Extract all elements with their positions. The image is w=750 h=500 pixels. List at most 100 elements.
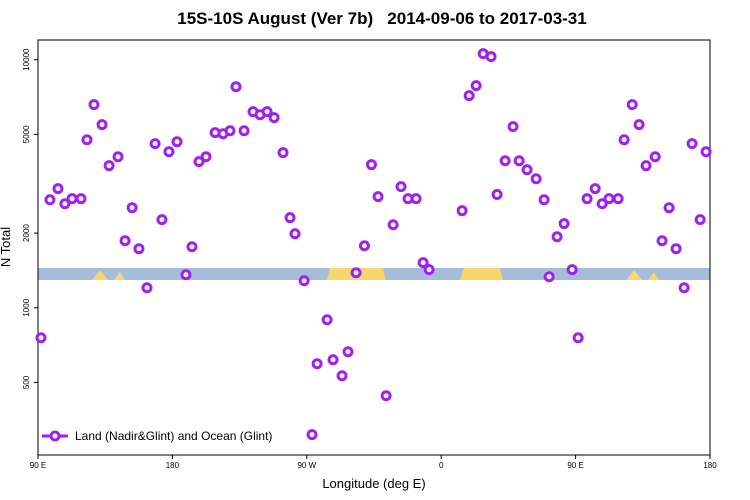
point <box>507 121 519 133</box>
y-tick-label: 10000 <box>22 48 31 71</box>
point <box>618 134 630 146</box>
plot-frame <box>37 39 711 456</box>
point <box>75 193 87 205</box>
point <box>538 194 550 206</box>
point <box>180 269 192 281</box>
point <box>485 51 497 63</box>
point <box>66 193 78 205</box>
point <box>612 193 624 205</box>
point <box>261 106 273 118</box>
point <box>200 151 212 163</box>
legend-marker <box>49 430 61 442</box>
point <box>96 119 108 131</box>
y-tick-label: 1000 <box>22 298 31 316</box>
point <box>380 390 392 402</box>
point <box>372 191 384 203</box>
y-tick-label: 5000 <box>22 125 31 143</box>
point <box>626 99 638 111</box>
point <box>186 241 198 253</box>
x-tick-label: 0 <box>439 461 444 470</box>
point <box>342 346 354 358</box>
point <box>119 235 131 247</box>
point <box>694 214 706 226</box>
point <box>224 125 236 137</box>
point <box>306 429 318 441</box>
point <box>521 164 533 176</box>
point <box>230 81 242 93</box>
point <box>456 205 468 217</box>
point <box>686 138 698 150</box>
point <box>423 264 435 276</box>
point <box>88 99 100 111</box>
point <box>530 173 542 185</box>
point <box>410 193 422 205</box>
point <box>59 198 71 210</box>
point <box>387 219 399 231</box>
point <box>35 332 47 344</box>
point <box>171 136 183 148</box>
point <box>633 119 645 131</box>
x-tick-label: 90 W <box>297 461 316 470</box>
point <box>417 257 429 269</box>
surface-band <box>38 268 710 280</box>
point <box>277 147 289 159</box>
point <box>640 160 652 172</box>
point <box>656 235 668 247</box>
x-tick-label: 180 <box>166 461 180 470</box>
point <box>365 159 377 171</box>
point <box>603 193 615 205</box>
point <box>649 151 661 163</box>
point <box>596 198 608 210</box>
land-band <box>92 270 108 280</box>
x-axis-label: Longitude (deg E) <box>322 476 425 491</box>
legend: Land (Nadir&Glint) and Ocean (Glint) <box>42 429 272 443</box>
point <box>268 112 280 124</box>
point <box>193 156 205 168</box>
point <box>298 275 310 287</box>
land-band <box>114 272 125 280</box>
point <box>350 267 362 279</box>
point <box>163 146 175 158</box>
point <box>289 228 301 240</box>
point <box>558 218 570 230</box>
point <box>543 271 555 283</box>
point <box>358 240 370 252</box>
point <box>663 202 675 214</box>
point <box>395 181 407 193</box>
x-tick-label: 180 <box>703 461 717 470</box>
point <box>513 155 525 167</box>
point <box>284 212 296 224</box>
point <box>581 193 593 205</box>
point <box>133 243 145 255</box>
point <box>670 243 682 255</box>
land-band <box>626 270 642 280</box>
point <box>112 151 124 163</box>
point <box>103 160 115 172</box>
y-tick-label: 500 <box>22 375 31 389</box>
point <box>311 358 323 370</box>
point <box>678 282 690 294</box>
point <box>572 332 584 344</box>
point <box>463 90 475 102</box>
point <box>126 202 138 214</box>
land-band <box>648 272 659 280</box>
point <box>141 282 153 294</box>
x-tick-label: 90 E <box>30 461 46 470</box>
land-band <box>460 268 503 280</box>
point <box>336 370 348 382</box>
point <box>321 314 333 326</box>
point <box>566 264 578 276</box>
point <box>700 146 712 158</box>
x-tick-label: 90 E <box>567 461 583 470</box>
point <box>52 183 64 195</box>
point <box>156 214 168 226</box>
point <box>327 354 339 366</box>
point <box>491 189 503 201</box>
chart-title: 15S-10S August (Ver 7b) 2014-09-06 to 20… <box>177 9 586 28</box>
point <box>589 183 601 195</box>
point <box>499 155 511 167</box>
y-axis-label: N Total <box>0 227 13 267</box>
point <box>44 194 56 206</box>
point <box>470 80 482 92</box>
